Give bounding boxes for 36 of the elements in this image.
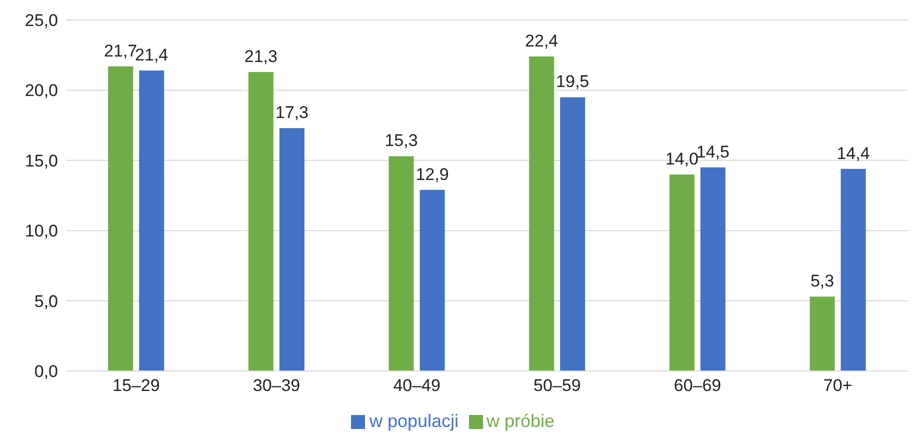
data-label: 22,4 — [525, 32, 558, 51]
legend-label: w populacji — [369, 411, 458, 431]
y-tick-label: 15,0 — [24, 151, 58, 170]
data-label: 12,9 — [416, 164, 449, 184]
bar — [529, 56, 554, 371]
x-tick-label: 50–59 — [534, 376, 581, 396]
bar — [279, 128, 304, 371]
bar — [139, 70, 164, 371]
bar — [560, 97, 586, 371]
bar — [420, 190, 445, 371]
data-label: 5,3 — [810, 272, 834, 291]
y-tick-label: 20,0 — [24, 81, 58, 100]
bar — [108, 66, 134, 371]
data-label: 21,4 — [135, 46, 168, 65]
bar — [700, 167, 726, 371]
data-label: 21,3 — [244, 46, 278, 66]
legend-label: w próbie — [486, 411, 555, 431]
bar — [840, 168, 866, 371]
x-tick-label: 70+ — [823, 376, 852, 396]
y-tick-label: 5,0 — [34, 292, 58, 311]
y-tick-label: 10,0 — [24, 222, 58, 241]
x-tick-label: 60–69 — [674, 376, 722, 396]
bar — [669, 174, 694, 371]
data-label: 14,4 — [836, 144, 870, 163]
y-tick-label: 25,0 — [24, 11, 58, 30]
x-tick-label: 15–29 — [112, 376, 160, 396]
x-tick-label: 30–39 — [252, 376, 300, 396]
bar — [388, 156, 414, 371]
data-label: 15,3 — [384, 131, 418, 150]
data-label: 14,0 — [665, 149, 698, 168]
bar — [248, 72, 274, 371]
x-tick-label: 40–49 — [393, 376, 440, 396]
data-label: 19,5 — [556, 72, 590, 92]
bar — [810, 296, 835, 371]
y-tick-label: 0,0 — [34, 362, 58, 382]
data-label: 17,3 — [275, 103, 308, 122]
